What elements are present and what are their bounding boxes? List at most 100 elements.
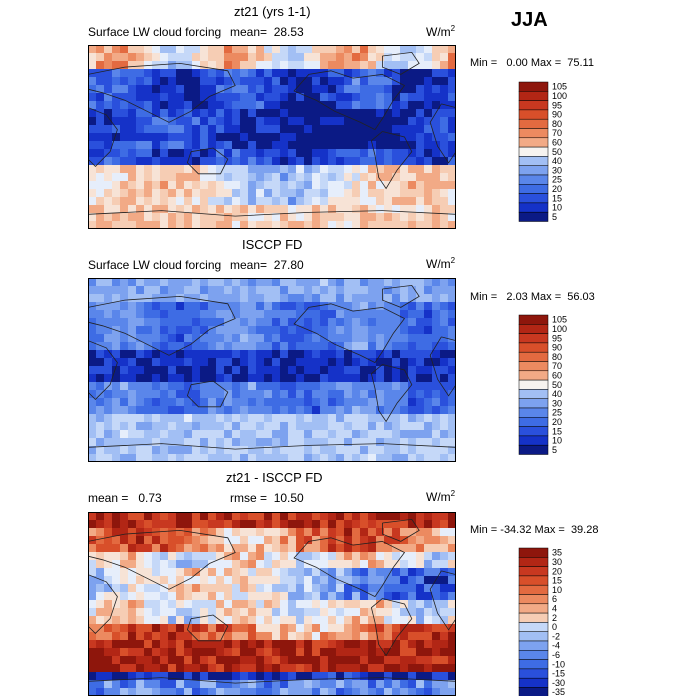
map-cell xyxy=(280,584,289,593)
map-cell xyxy=(368,294,377,303)
panel2-field-name: Surface LW cloud forcing xyxy=(88,258,222,272)
map-cell xyxy=(448,165,456,174)
map-cell xyxy=(312,576,321,585)
map-cell xyxy=(448,181,456,190)
panel2-max-label: Max = xyxy=(530,291,562,303)
map-cell xyxy=(320,600,329,609)
map-cell xyxy=(136,141,145,150)
map-cell xyxy=(384,294,393,303)
map-cell xyxy=(280,528,289,537)
map-cell xyxy=(176,133,185,142)
map-cell xyxy=(192,189,201,198)
map-cell xyxy=(376,374,385,383)
map-cell xyxy=(168,117,177,126)
map-cell xyxy=(400,528,409,537)
map-cell xyxy=(272,552,281,561)
map-cell xyxy=(304,536,313,545)
map-cell xyxy=(112,125,121,134)
map-cell xyxy=(272,165,281,174)
map-cell xyxy=(368,520,377,529)
map-cell xyxy=(424,576,433,585)
map-cell xyxy=(424,560,433,569)
map-cell xyxy=(376,422,385,431)
map-cell xyxy=(192,374,201,383)
map-cell xyxy=(232,656,241,665)
map-cell xyxy=(264,438,273,447)
map-cell xyxy=(136,302,145,311)
colorbar-swatch xyxy=(518,91,549,101)
map-cell xyxy=(176,374,185,383)
map-cell xyxy=(240,141,249,150)
map-cell xyxy=(160,560,169,569)
map-cell xyxy=(304,318,313,327)
map-cell xyxy=(256,656,265,665)
map-cell xyxy=(408,221,417,229)
map-cell xyxy=(232,528,241,537)
map-cell xyxy=(112,640,121,649)
map-cell xyxy=(304,53,313,62)
map-cell xyxy=(208,552,217,561)
map-cell xyxy=(168,69,177,78)
map-cell xyxy=(352,157,361,166)
map-cell xyxy=(240,624,249,633)
map-cell xyxy=(144,197,153,206)
map-cell xyxy=(440,141,449,150)
map-cell xyxy=(272,406,281,415)
map-cell xyxy=(112,302,121,311)
map-cell xyxy=(128,53,137,62)
map-cell xyxy=(136,608,145,617)
map-cell xyxy=(168,414,177,423)
map-cell xyxy=(240,133,249,142)
map-cell xyxy=(128,85,137,94)
map-cell xyxy=(104,656,113,665)
map-cell xyxy=(184,656,193,665)
colorbar-tick-label: 5 xyxy=(552,445,557,455)
map-cell xyxy=(360,149,369,158)
map-cell xyxy=(432,189,441,198)
map-cell xyxy=(368,560,377,569)
panel3-mean-value: 0.73 xyxy=(138,491,162,505)
map-cell xyxy=(296,53,305,62)
map-cell xyxy=(120,205,129,214)
map-cell xyxy=(240,326,249,335)
map-cell xyxy=(160,584,169,593)
map-cell xyxy=(88,197,97,206)
map-cell xyxy=(416,221,425,229)
map-cell xyxy=(352,85,361,94)
map-cell xyxy=(408,334,417,343)
map-cell xyxy=(440,624,449,633)
map-cell xyxy=(152,109,161,118)
map-cell xyxy=(240,302,249,311)
map-cell xyxy=(256,85,265,94)
colorbar-tick-label: 25 xyxy=(552,408,562,418)
map-cell xyxy=(88,181,97,190)
map-cell xyxy=(416,85,425,94)
map-cell xyxy=(192,165,201,174)
map-cell xyxy=(200,422,209,431)
map-cell xyxy=(176,221,185,229)
map-cell xyxy=(200,69,209,78)
map-cell xyxy=(192,600,201,609)
map-cell xyxy=(408,672,417,681)
map-cell xyxy=(240,358,249,367)
map-cell xyxy=(416,350,425,359)
map-cell xyxy=(328,616,337,625)
map-cell xyxy=(216,117,225,126)
map-cell xyxy=(376,302,385,311)
map-cell xyxy=(344,149,353,158)
map-cell xyxy=(352,69,361,78)
map-cell xyxy=(376,101,385,110)
map-cell xyxy=(224,560,233,569)
map-cell xyxy=(288,77,297,86)
coastline xyxy=(429,103,456,164)
map-cell xyxy=(320,624,329,633)
map-cell xyxy=(368,149,377,158)
map-cell xyxy=(360,101,369,110)
map-cell xyxy=(392,45,401,54)
map-cell xyxy=(336,592,345,601)
map-cell xyxy=(312,157,321,166)
map-cell xyxy=(144,366,153,375)
map-cell xyxy=(352,45,361,54)
map-cell xyxy=(328,294,337,303)
map-cell xyxy=(296,221,305,229)
